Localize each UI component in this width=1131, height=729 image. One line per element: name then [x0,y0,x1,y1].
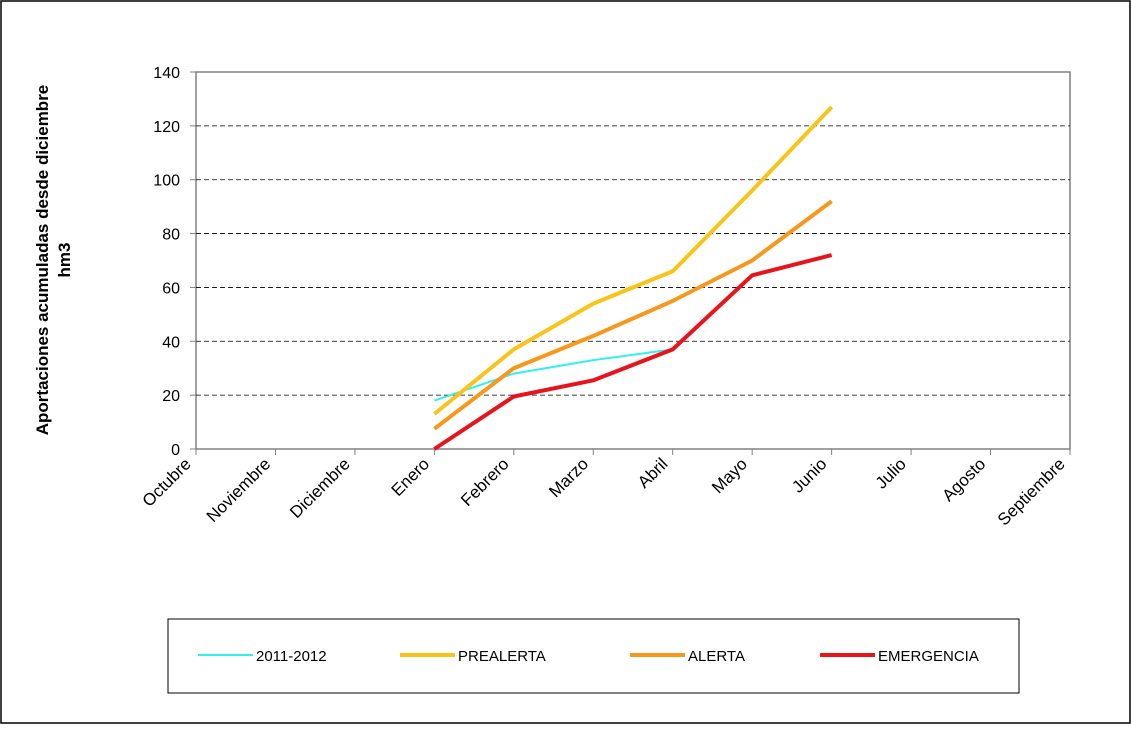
y-axis-title: hm3 [55,243,74,278]
y-tick-label: 140 [153,65,180,82]
legend-label: PREALERTA [458,648,546,665]
series-line [433,199,833,431]
y-tick-label: 20 [162,388,180,405]
y-tick-label: 80 [162,227,180,244]
legend-label: ALERTA [688,648,745,665]
legend-label: 2011-2012 [256,648,327,665]
y-tick-label: 60 [162,280,180,297]
legend-label: EMERGENCIA [878,648,979,665]
y-tick-label: 100 [153,173,180,190]
series-line [433,253,833,451]
y-tick-label: 0 [171,442,180,459]
legend [167,618,1020,694]
series-line [433,105,834,416]
y-tick-label: 120 [153,119,180,136]
series-line [434,348,673,402]
y-tick-label: 40 [162,334,180,351]
y-axis-title: Aportaciones acumuladas desde diciembre [33,85,52,436]
plot-border [195,71,1071,450]
